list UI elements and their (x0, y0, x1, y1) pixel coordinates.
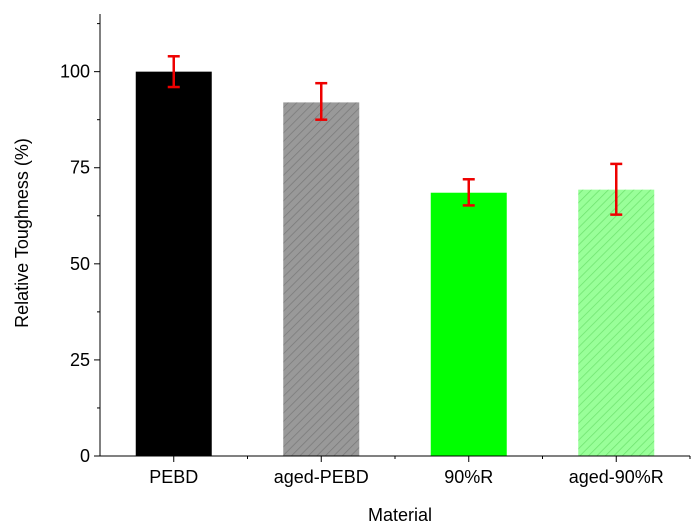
x-axis-title: Material (368, 505, 432, 525)
y-tick-label: 75 (70, 158, 90, 178)
bars-layer (135, 71, 655, 457)
x-tick-label: aged-90%R (569, 467, 664, 487)
y-tick-label: 25 (70, 350, 90, 370)
bar-aged-pebd (283, 102, 360, 457)
x-tick-label: 90%R (444, 467, 493, 487)
bar-aged-90-r (578, 189, 655, 456)
x-tick-label: aged-PEBD (274, 467, 369, 487)
error-bar-aged-90-r (610, 162, 623, 216)
bar-90-r (430, 192, 507, 456)
y-tick-label: 50 (70, 254, 90, 274)
x-tick-label: PEBD (149, 467, 198, 487)
error-bar-aged-pebd (315, 81, 328, 121)
error-bar-90-r (462, 178, 475, 207)
y-axis-title: Relative Toughness (%) (12, 138, 32, 328)
error-bars-layer (167, 55, 623, 216)
y-tick-label: 100 (60, 62, 90, 82)
axes-layer: 0 25 50 75 100 PEBD aged-PEBD 90%R aged-90%R (60, 14, 691, 487)
bar-pebd (135, 71, 212, 457)
y-tick-label: 0 (80, 446, 90, 466)
error-bar-pebd (167, 55, 180, 89)
